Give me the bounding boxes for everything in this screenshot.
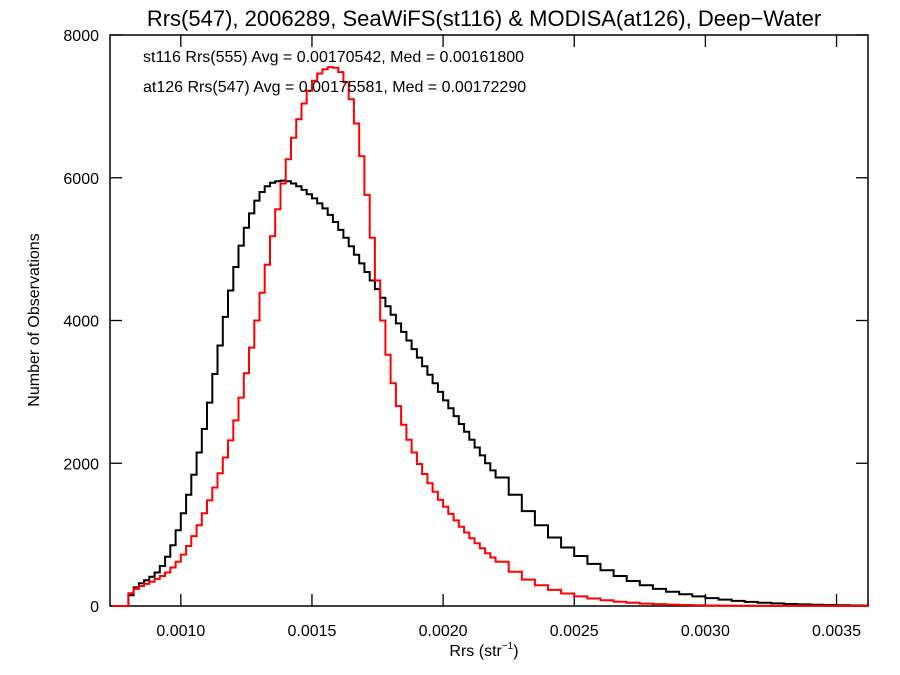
y-tick-label-0: 0 — [90, 599, 99, 616]
x-axis-label-close: ) — [513, 643, 518, 660]
legend-entry-st116: st116 Rrs(555) Avg = 0.00170542, Med = 0… — [143, 49, 524, 66]
y-tick-label-4: 8000 — [63, 28, 99, 45]
legend-entry-at126: at126 Rrs(547) Avg = 0.00175581, Med = 0… — [143, 79, 526, 96]
legend: st116 Rrs(555) Avg = 0.00170542, Med = 0… — [143, 49, 526, 96]
series-st116-line — [112, 179, 869, 607]
x-tick-label-4: 0.0030 — [681, 623, 730, 640]
x-tick-label-2: 0.0020 — [419, 623, 468, 640]
y-tick-label-1: 2000 — [63, 456, 99, 473]
series-at126-line — [112, 66, 868, 607]
y-tick-label-3: 6000 — [63, 171, 99, 188]
x-tick-label-3: 0.0025 — [550, 623, 599, 640]
series-layer — [112, 66, 869, 607]
x-tick-label-0: 0.0010 — [156, 623, 205, 640]
x-axis-label: Rrs (str−1) — [449, 641, 518, 660]
x-axis: 0.0010 0.0015 0.0020 0.0025 0.0030 0.0035 — [156, 35, 861, 640]
x-axis-label-main: Rrs (str — [449, 643, 502, 660]
x-tick-label-1: 0.0015 — [287, 623, 336, 640]
y-tick-label-2: 4000 — [63, 314, 99, 331]
x-tick-label-5: 0.0035 — [812, 623, 861, 640]
x-axis-label-superscript: −1 — [502, 641, 514, 652]
chart-title: Rrs(547), 2006289, SeaWiFS(st116) & MODI… — [147, 6, 821, 31]
y-axis: 0 2000 4000 6000 8000 — [63, 28, 868, 616]
y-axis-label: Number of Observations — [26, 233, 43, 406]
